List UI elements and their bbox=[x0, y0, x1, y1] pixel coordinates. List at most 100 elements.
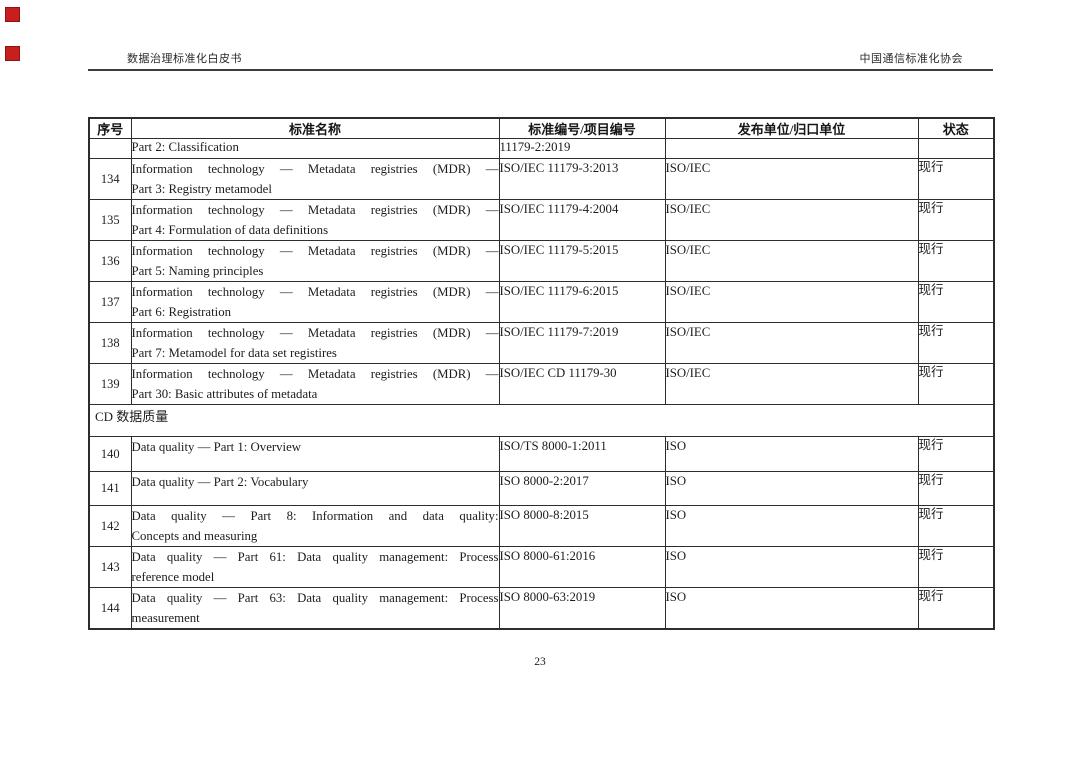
org-cell: ISO/IEC bbox=[664, 199, 919, 241]
org-cell: ISO bbox=[664, 587, 919, 630]
col-header-code: 标准编号/项目编号 bbox=[498, 117, 666, 139]
table-row: Part 2: Classification 11179-2:2019 bbox=[88, 138, 995, 159]
status-cell: 现行 bbox=[917, 471, 995, 506]
row-number-cell: 142 bbox=[88, 505, 132, 547]
table-row: 135 Information technology — Metadata re… bbox=[88, 199, 995, 241]
standard-name-cell: Data quality — Part 2: Vocabulary bbox=[130, 471, 500, 506]
table-row: 140 Data quality — Part 1: Overview ISO/… bbox=[88, 436, 995, 472]
status-cell: 现行 bbox=[917, 281, 995, 323]
standard-code-cell: ISO/IEC 11179-4:2004 bbox=[498, 199, 666, 241]
org-cell: ISO bbox=[664, 471, 919, 506]
standard-code-cell: ISO 8000-2:2017 bbox=[498, 471, 666, 506]
standard-name-cell: Data quality — Part 1: Overview bbox=[130, 436, 500, 472]
org-cell: ISO/IEC bbox=[664, 240, 919, 282]
row-number-cell: 137 bbox=[88, 281, 132, 323]
standard-name-line: measurement bbox=[131, 611, 200, 625]
standard-name-line: reference model bbox=[131, 570, 215, 584]
col-header-name: 标准名称 bbox=[130, 117, 500, 139]
standard-name-line: Part 2: Classification bbox=[131, 140, 239, 154]
row-number-cell: 138 bbox=[88, 322, 132, 364]
row-number-cell: 136 bbox=[88, 240, 132, 282]
table-row: 137 Information technology — Metadata re… bbox=[88, 281, 995, 323]
standard-name-cell: Information technology — Metadata regist… bbox=[130, 322, 500, 364]
standard-name-cell: Information technology — Metadata regist… bbox=[130, 158, 500, 200]
row-number-cell: 139 bbox=[88, 363, 132, 405]
standard-code-cell: ISO 8000-63:2019 bbox=[498, 587, 666, 630]
standard-code-cell: 11179-2:2019 bbox=[498, 138, 666, 159]
standard-name-line: Data quality — Part 63: Data quality man… bbox=[131, 591, 499, 605]
standard-code-cell: ISO/IEC 11179-5:2015 bbox=[498, 240, 666, 282]
table-row: 136 Information technology — Metadata re… bbox=[88, 240, 995, 282]
standard-name-line: Data quality — Part 8: Information and d… bbox=[131, 509, 499, 523]
col-header-org: 发布单位/归口单位 bbox=[664, 117, 919, 139]
standard-name-line: Concepts and measuring bbox=[131, 529, 258, 543]
status-cell: 现行 bbox=[917, 322, 995, 364]
row-number-cell bbox=[88, 138, 132, 159]
col-header-status: 状态 bbox=[917, 117, 995, 139]
standard-name-cell: Information technology — Metadata regist… bbox=[130, 363, 500, 405]
standard-name-line: Information technology — Metadata regist… bbox=[131, 203, 499, 217]
standard-code-cell: ISO/IEC 11179-3:2013 bbox=[498, 158, 666, 200]
standard-name-line: Part 3: Registry metamodel bbox=[131, 182, 272, 196]
table-row: 138 Information technology — Metadata re… bbox=[88, 322, 995, 364]
status-cell: 现行 bbox=[917, 240, 995, 282]
status-cell: 现行 bbox=[917, 546, 995, 588]
standard-name-line: Information technology — Metadata regist… bbox=[131, 285, 499, 299]
row-number-cell: 134 bbox=[88, 158, 132, 200]
org-cell: ISO/IEC bbox=[664, 322, 919, 364]
status-cell: 现行 bbox=[917, 587, 995, 630]
standard-name-line: Information technology — Metadata regist… bbox=[131, 326, 499, 340]
standard-name-line: Part 7: Metamodel for data set registire… bbox=[131, 346, 337, 360]
status-cell bbox=[917, 138, 995, 159]
standard-name-line: Data quality — Part 61: Data quality man… bbox=[131, 550, 499, 564]
row-number-cell: 144 bbox=[88, 587, 132, 630]
standard-code-cell: ISO 8000-8:2015 bbox=[498, 505, 666, 547]
header-rule bbox=[88, 69, 993, 71]
standard-name-line: Information technology — Metadata regist… bbox=[131, 162, 499, 176]
standard-name-cell: Information technology — Metadata regist… bbox=[130, 199, 500, 241]
red-marker-icon bbox=[5, 46, 20, 61]
table-row: 141 Data quality — Part 2: Vocabulary IS… bbox=[88, 471, 995, 506]
red-marker-icon bbox=[5, 7, 20, 22]
standard-name-line: Part 4: Formulation of data definitions bbox=[131, 223, 329, 237]
status-cell: 现行 bbox=[917, 436, 995, 472]
table-row: 143 Data quality — Part 61: Data quality… bbox=[88, 546, 995, 588]
standard-code-cell: ISO/IEC 11179-7:2019 bbox=[498, 322, 666, 364]
running-header-left: 数据治理标准化白皮书 bbox=[127, 53, 242, 65]
standard-name-cell: Part 2: Classification bbox=[130, 138, 500, 159]
table-row: 144 Data quality — Part 63: Data quality… bbox=[88, 587, 995, 630]
standards-table: 序号 标准名称 标准编号/项目编号 发布单位/归口单位 状态 Part 2: C… bbox=[88, 117, 995, 630]
row-number-cell: 140 bbox=[88, 436, 132, 472]
org-cell bbox=[664, 138, 919, 159]
org-cell: ISO/IEC bbox=[664, 281, 919, 323]
table-row: 134 Information technology — Metadata re… bbox=[88, 158, 995, 200]
table-header-row: 序号 标准名称 标准编号/项目编号 发布单位/归口单位 状态 bbox=[88, 117, 995, 139]
section-label: CD 数据质量 bbox=[88, 404, 995, 437]
status-cell: 现行 bbox=[917, 505, 995, 547]
standard-code-cell: ISO/IEC CD 11179-30 bbox=[498, 363, 666, 405]
standard-name-line: Data quality — Part 2: Vocabulary bbox=[131, 475, 309, 489]
standard-code-cell: ISO/IEC 11179-6:2015 bbox=[498, 281, 666, 323]
status-cell: 现行 bbox=[917, 199, 995, 241]
status-cell: 现行 bbox=[917, 158, 995, 200]
standard-name-cell: Data quality — Part 8: Information and d… bbox=[130, 505, 500, 547]
standard-name-line: Part 30: Basic attributes of metadata bbox=[131, 387, 318, 401]
standard-name-cell: Data quality — Part 63: Data quality man… bbox=[130, 587, 500, 630]
col-header-no: 序号 bbox=[88, 117, 132, 139]
standard-name-line: Information technology — Metadata regist… bbox=[131, 244, 499, 258]
table-row: 139 Information technology — Metadata re… bbox=[88, 363, 995, 405]
org-cell: ISO/IEC bbox=[664, 363, 919, 405]
org-cell: ISO bbox=[664, 505, 919, 547]
standard-code-cell: ISO 8000-61:2016 bbox=[498, 546, 666, 588]
standard-name-cell: Information technology — Metadata regist… bbox=[130, 240, 500, 282]
running-header-right: 中国通信标准化协会 bbox=[859, 53, 963, 65]
table-section-row: CD 数据质量 bbox=[88, 404, 995, 437]
org-cell: ISO bbox=[664, 546, 919, 588]
row-number-cell: 141 bbox=[88, 471, 132, 506]
standard-name-line: Data quality — Part 1: Overview bbox=[131, 440, 302, 454]
standard-code-cell: ISO/TS 8000-1:2011 bbox=[498, 436, 666, 472]
standard-name-line: Part 5: Naming principles bbox=[131, 264, 264, 278]
standard-name-line: Part 6: Registration bbox=[131, 305, 232, 319]
org-cell: ISO bbox=[664, 436, 919, 472]
